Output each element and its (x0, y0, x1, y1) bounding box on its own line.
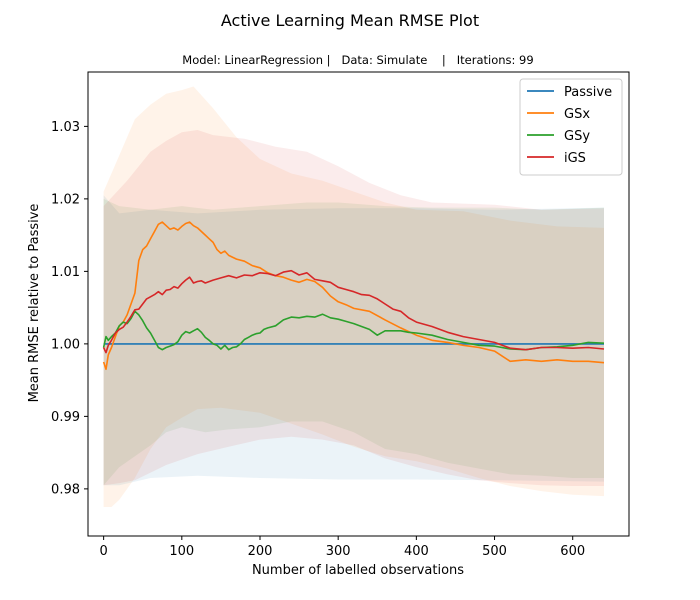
x-axis-ticks: 0 100 200 300 400 500 600 (99, 536, 585, 559)
line-gsy (102, 310, 605, 351)
y-tick-label: 1.00 (51, 337, 80, 352)
legend-label-igs: iGS (564, 151, 586, 166)
legend: Passive GSx GSy iGS (519, 78, 623, 176)
y-tick-label: 0.98 (51, 482, 80, 497)
band-gsx (103, 86, 604, 507)
legend-label-passive: Passive (564, 85, 612, 100)
chart-subtitle: Model: LinearRegression | Data: Simulate… (182, 53, 533, 67)
x-tick-label: 200 (248, 544, 273, 559)
y-tick-label: 1.03 (51, 120, 80, 135)
x-axis-label: Number of labelled observations (252, 563, 464, 578)
line-igs (102, 269, 605, 354)
chart-title: Active Learning Mean RMSE Plot (221, 11, 479, 30)
y-tick-label: 0.99 (51, 410, 80, 425)
confidence-bands (103, 86, 604, 507)
legend-label-gsy: GSy (564, 129, 590, 144)
x-tick-label: 300 (326, 544, 351, 559)
legend-box (519, 78, 623, 176)
y-axis-ticks: 0.98 0.99 1.00 1.01 1.02 1.03 (51, 120, 88, 497)
series-lines (102, 221, 605, 371)
legend-label-gsx: GSx (564, 107, 590, 122)
y-tick-label: 1.01 (51, 265, 80, 280)
y-tick-label: 1.02 (51, 192, 80, 207)
band-gsy (103, 198, 604, 486)
line-gsx (102, 221, 605, 371)
x-tick-label: 400 (404, 544, 429, 559)
x-tick-label: 0 (99, 544, 107, 559)
y-axis-label: Mean RMSE relative to Passive (27, 204, 42, 403)
band-passive (103, 195, 604, 486)
plot-frame (87, 71, 630, 537)
x-tick-label: 100 (169, 544, 194, 559)
x-tick-label: 600 (560, 544, 585, 559)
x-tick-label: 500 (482, 544, 507, 559)
